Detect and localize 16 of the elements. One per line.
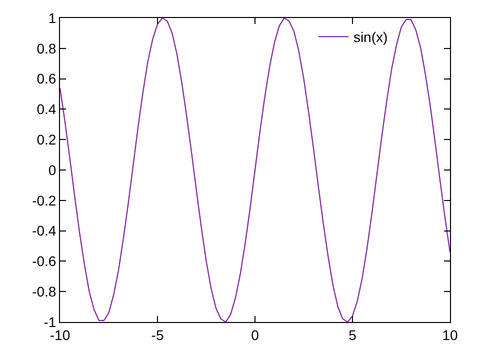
- y-tick-label: -0.2: [32, 192, 56, 208]
- y-tick-label: 1: [48, 10, 56, 26]
- y-tick-label: 0: [48, 162, 56, 178]
- y-tick-label: -0.4: [32, 222, 56, 239]
- x-tick-label: 0: [251, 326, 260, 343]
- y-tick-label: -0.6: [32, 253, 56, 270]
- y-tick-label: 0.2: [36, 132, 56, 148]
- x-tick-label: -5: [151, 326, 164, 343]
- x-tick-label: 5: [348, 326, 357, 343]
- legend-label: sin(x): [353, 29, 388, 46]
- y-tick-label: 0.4: [36, 101, 56, 118]
- y-tick-label: 0.6: [36, 70, 56, 87]
- x-tick-label: 10: [442, 326, 458, 343]
- y-tick-label: 0.8: [36, 40, 56, 56]
- y-tick-label: -0.8: [32, 284, 56, 300]
- line-series: [60, 18, 450, 322]
